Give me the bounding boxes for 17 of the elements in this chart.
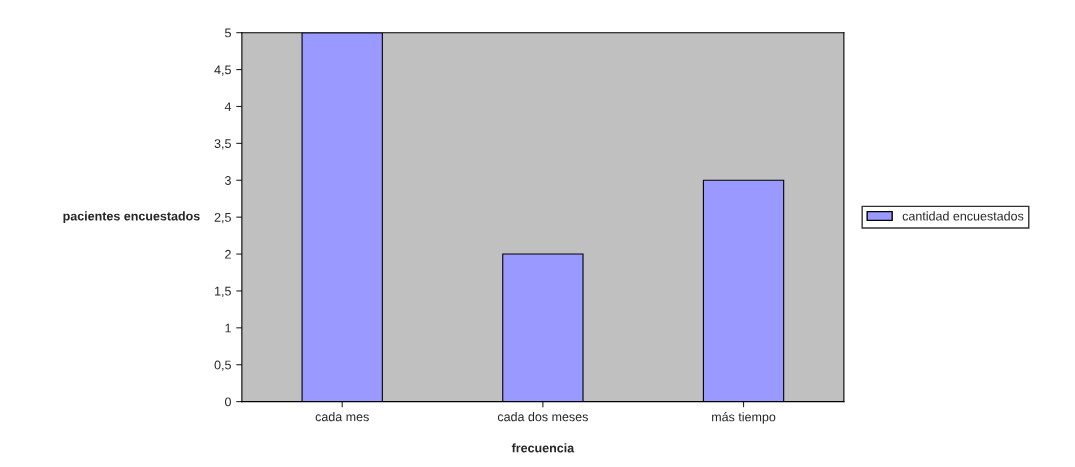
y-tick-label: 1,5 xyxy=(215,286,231,298)
y-tick-label: 0,5 xyxy=(214,360,231,371)
y-axis-title: pacientes encuestados xyxy=(63,211,200,223)
y-tick-label: 4 xyxy=(224,102,232,112)
y-tick-label: 5 xyxy=(225,28,231,38)
y-tick-label: 2 xyxy=(225,249,231,259)
legend-label: cantidad encuestados xyxy=(902,211,1024,221)
x-tick-label: más tiempo xyxy=(712,412,776,424)
x-axis-title: frecuencia xyxy=(511,443,575,453)
y-tick-label: 2,5 xyxy=(214,212,231,224)
y-tick-label: 3 xyxy=(224,176,231,185)
x-tick-label: cada dos meses xyxy=(497,412,588,422)
x-tick-label: cada mes xyxy=(315,412,369,422)
y-tick-label: 1 xyxy=(225,323,231,333)
y-tick-label: 0 xyxy=(225,397,231,407)
y-tick-label: 3,5 xyxy=(214,139,231,150)
y-tick-label: 4,5 xyxy=(214,65,231,76)
